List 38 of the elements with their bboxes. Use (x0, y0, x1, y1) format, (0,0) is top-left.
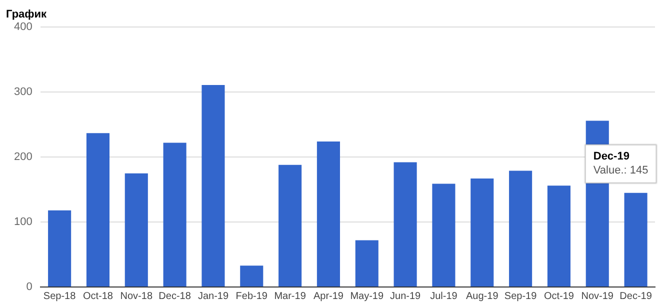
bar (163, 142, 186, 286)
y-tick-label: 0 (26, 281, 32, 294)
chart-title: График (6, 8, 48, 21)
bar (624, 192, 648, 286)
bar (48, 210, 72, 286)
bar (355, 240, 378, 286)
x-tick-label: May-19 (350, 290, 384, 302)
x-tick-label: Oct-18 (82, 290, 114, 302)
x-tick-label: Jan-19 (198, 290, 229, 302)
x-tick-label: Aug-19 (466, 290, 499, 302)
x-tick-label: Sep-19 (504, 290, 538, 302)
x-tick-label: Jul-19 (430, 290, 458, 302)
y-tick-label: 400 (14, 21, 32, 34)
bar (394, 162, 417, 286)
x-tick-label: Dec-18 (158, 290, 192, 302)
x-tick-label: Mar-19 (274, 290, 306, 302)
x-tick-label: Jun-19 (390, 290, 422, 302)
bar (202, 85, 225, 286)
bar (124, 173, 148, 286)
bar (86, 133, 110, 286)
bar (509, 170, 532, 286)
y-tick-label: 200 (14, 151, 32, 164)
x-tick-label: Apr-19 (313, 290, 344, 302)
x-tick-label: Nov-19 (581, 290, 614, 302)
x-tick-label: Sep-18 (43, 290, 76, 302)
x-tick-label: Feb-19 (236, 290, 268, 302)
x-tick-label: Dec-19 (620, 290, 652, 302)
bar (240, 266, 264, 286)
bar (316, 142, 340, 286)
x-tick-label: Oct-19 (544, 290, 574, 302)
y-tick-label: 300 (14, 86, 32, 98)
x-tick-label: Nov-18 (120, 290, 153, 302)
bar (470, 178, 494, 286)
annotation: Dec-19 Value.: 145 (593, 150, 648, 176)
bar (278, 164, 302, 286)
bar (547, 186, 570, 286)
bar (432, 184, 456, 286)
y-tick-label: 100 (14, 216, 32, 228)
